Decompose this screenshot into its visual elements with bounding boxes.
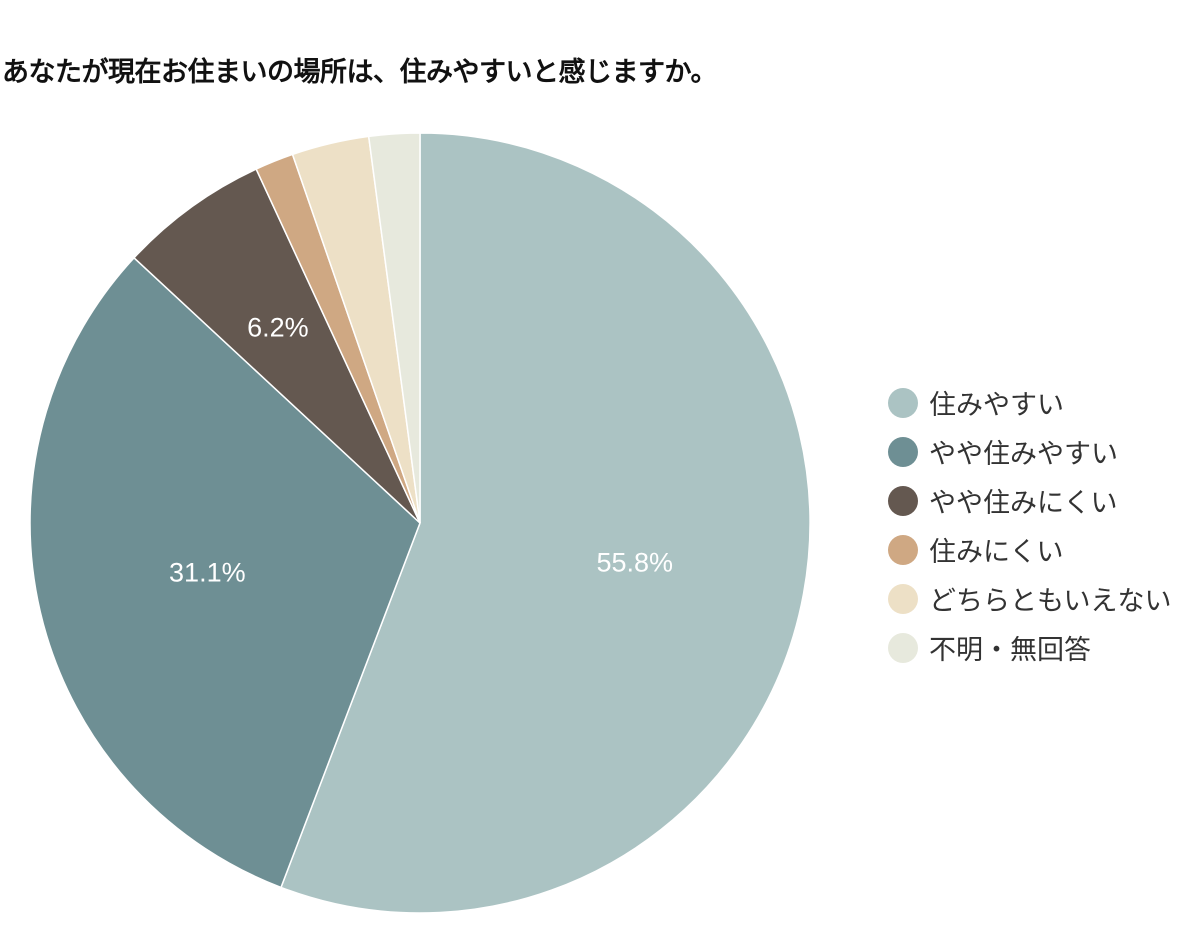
legend-swatch [888, 632, 918, 663]
chart-title: あなたが現在お住まいの場所は、住みやすいと感じますか。 [2, 57, 717, 88]
legend-item-4: どちらともいえない [888, 574, 1171, 623]
legend-swatch [888, 387, 918, 418]
legend-label: 住みやすい [929, 390, 1064, 421]
legend-swatch [888, 436, 918, 467]
pie-chart: 55.8% 31.1% 6.2% [29, 132, 811, 914]
legend-swatch [888, 485, 918, 516]
data-label-1: 31.1% [169, 558, 246, 588]
legend-label: やや住みやすい [929, 439, 1118, 470]
legend-item-2: やや住みにくい [888, 476, 1171, 525]
pie-slice-1 [29, 256, 421, 889]
legend-swatch [888, 583, 918, 614]
legend-item-5: 不明・無回答 [888, 623, 1171, 672]
pie-slice-5 [367, 132, 421, 524]
legend-label: どちらともいえない [929, 586, 1172, 617]
legend-label: やや住みにくい [929, 488, 1118, 519]
pie-slice-2 [132, 168, 421, 524]
legend-item-3: 住みにくい [888, 525, 1171, 574]
legend-label: 住みにくい [929, 537, 1064, 568]
legend-item-0: 住みやすい [888, 378, 1171, 427]
legend-label: 不明・無回答 [929, 635, 1091, 666]
pie-slice-0 [280, 132, 811, 914]
legend-item-1: やや住みやすい [888, 427, 1171, 476]
data-label-2: 6.2% [247, 312, 309, 342]
chart-legend: 住みやすいやや住みやすい やや住みにくい 住みにくいどちらともいえない 不明・無回答 [888, 378, 1171, 672]
legend-swatch [888, 534, 918, 565]
data-label-0: 55.8% [597, 548, 674, 578]
